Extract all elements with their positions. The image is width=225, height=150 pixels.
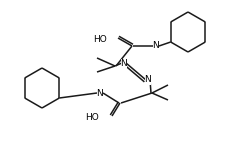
Text: N: N <box>144 75 151 84</box>
Text: N: N <box>152 42 159 51</box>
Text: N: N <box>96 88 103 98</box>
Text: HO: HO <box>85 114 99 123</box>
Text: N: N <box>120 58 127 68</box>
Text: HO: HO <box>93 34 106 43</box>
